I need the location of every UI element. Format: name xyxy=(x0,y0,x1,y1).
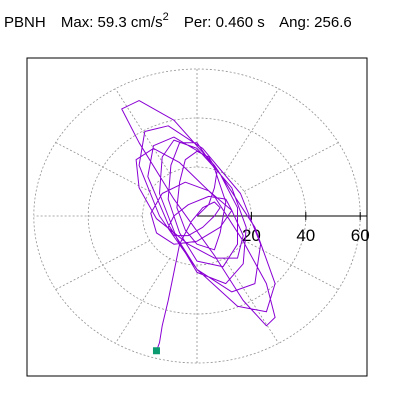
x-tick-label-60: 60 xyxy=(351,226,370,245)
grid-spoke-330 xyxy=(243,240,339,290)
max-label: Max: xyxy=(60,14,94,31)
orbit-trace xyxy=(121,100,276,351)
chart-header: PBNH Max: 59.3 cm/s2 Per: 0.460 s Ang: 2… xyxy=(4,11,352,31)
x-tick-label-40: 40 xyxy=(296,226,315,245)
plot-frame xyxy=(26,57,368,377)
end-marker xyxy=(152,347,160,355)
grid-spoke-120 xyxy=(115,88,171,174)
angle-label: Ang: 256.6 xyxy=(279,14,352,31)
station-code: PBNH xyxy=(4,14,46,31)
grid-spoke-210 xyxy=(55,240,151,290)
max-unit: cm/s xyxy=(130,14,163,31)
period-value: 0.460 s xyxy=(215,14,265,31)
max-unit-exponent: 2 xyxy=(162,11,169,23)
period-label: Per: xyxy=(183,14,212,31)
grid-spoke-60 xyxy=(223,88,279,174)
grid-spoke-300 xyxy=(223,258,279,344)
grid-spoke-240 xyxy=(115,258,171,344)
max-value: 59.3 xyxy=(97,14,127,31)
grid-spoke-150 xyxy=(55,142,151,192)
grid-spoke-30 xyxy=(243,142,339,192)
